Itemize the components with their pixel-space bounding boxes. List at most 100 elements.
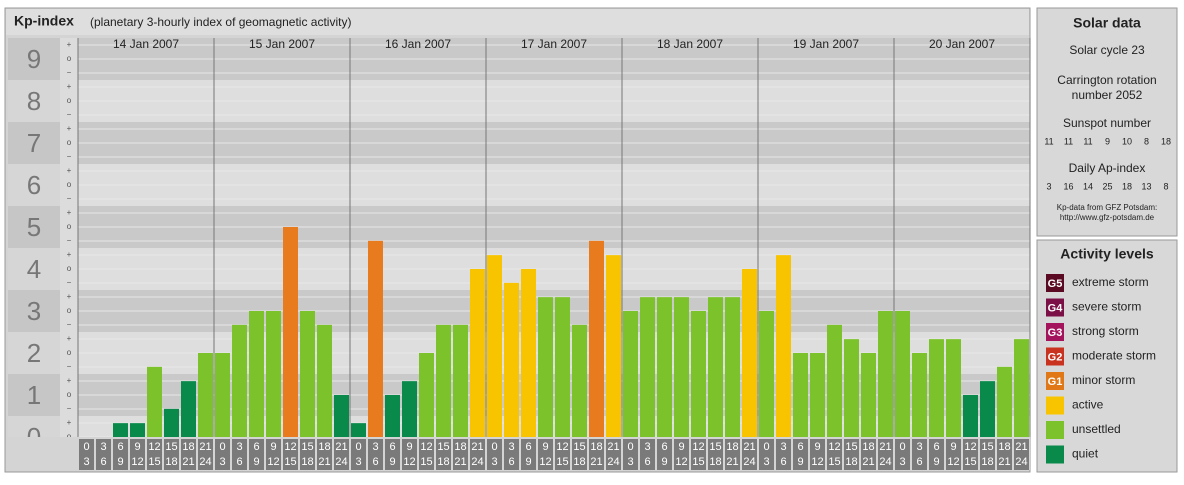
- hour-box: [589, 439, 604, 470]
- legend-swatch: [1046, 396, 1064, 415]
- hour-box: [351, 439, 366, 470]
- hour-end: 24: [335, 456, 347, 468]
- hour-end: 3: [763, 456, 769, 468]
- hour-end: 12: [539, 456, 551, 468]
- y-tick-label: 2: [27, 338, 41, 368]
- hour-box: [776, 439, 791, 470]
- y-tick-label: 9: [27, 44, 41, 74]
- minor-tick-label: +: [67, 376, 72, 385]
- label-band: [8, 332, 60, 374]
- hour-start: 15: [301, 441, 313, 453]
- bar: [113, 423, 128, 437]
- hour-start: 21: [471, 441, 483, 453]
- legend-code: G1: [1048, 376, 1063, 388]
- hour-start: 6: [253, 441, 259, 453]
- legend-code: G4: [1048, 302, 1064, 314]
- minor-tick-label: o: [67, 306, 72, 315]
- hour-start: 9: [542, 441, 548, 453]
- band: [78, 416, 1030, 437]
- y-tick-label: 3: [27, 296, 41, 326]
- hour-start: 15: [845, 441, 857, 453]
- hour-end: 21: [182, 456, 194, 468]
- legend-swatch: [1046, 298, 1064, 317]
- bar: [198, 353, 213, 437]
- bar: [708, 297, 723, 437]
- hour-start: 18: [590, 441, 602, 453]
- hour-end: 15: [828, 456, 840, 468]
- bar: [368, 240, 383, 437]
- bar: [538, 297, 553, 437]
- hour-start: 3: [100, 441, 106, 453]
- y-tick-label: 1: [27, 380, 41, 410]
- minor-tick-label: −: [67, 194, 72, 203]
- bar: [130, 423, 145, 437]
- legend-label: quiet: [1072, 447, 1099, 461]
- bar: [402, 381, 417, 437]
- solar-value: 8: [1144, 136, 1149, 146]
- hour-box: [878, 439, 893, 470]
- bar: [419, 353, 434, 437]
- hour-end: 6: [644, 456, 650, 468]
- bar: [691, 311, 706, 437]
- minor-tick-label: +: [67, 166, 72, 175]
- hour-box: [334, 439, 349, 470]
- hour-end: 18: [845, 456, 857, 468]
- hour-start: 0: [899, 441, 905, 453]
- hour-box: [317, 439, 332, 470]
- hour-end: 3: [83, 456, 89, 468]
- hour-box: [385, 439, 400, 470]
- hour-box: [130, 439, 145, 470]
- hour-box: [793, 439, 808, 470]
- hour-box: [640, 439, 655, 470]
- bar: [980, 381, 995, 437]
- hour-end: 18: [709, 456, 721, 468]
- bar: [810, 353, 825, 437]
- day-label: 14 Jan 2007: [113, 37, 179, 51]
- hour-end: 3: [627, 456, 633, 468]
- minor-tick-label: o: [67, 390, 72, 399]
- hour-box: [691, 439, 706, 470]
- hour-box: [708, 439, 723, 470]
- hour-end: 21: [862, 456, 874, 468]
- minor-tick-label: −: [67, 110, 72, 119]
- hour-box: [470, 439, 485, 470]
- hour-box: [572, 439, 587, 470]
- hour-box: [759, 439, 774, 470]
- hour-end: 6: [916, 456, 922, 468]
- hour-start: 21: [607, 441, 619, 453]
- bar: [147, 366, 162, 437]
- hour-end: 18: [165, 456, 177, 468]
- hour-start: 21: [199, 441, 211, 453]
- hour-start: 21: [335, 441, 347, 453]
- hour-end: 6: [508, 456, 514, 468]
- hour-box: [96, 439, 111, 470]
- hour-box: [725, 439, 740, 470]
- bar: [181, 381, 196, 437]
- minor-band: [60, 332, 78, 374]
- minor-tick-label: −: [67, 320, 72, 329]
- minor-tick-label: o: [67, 138, 72, 147]
- hour-start: 15: [437, 441, 449, 453]
- label-band: [8, 248, 60, 290]
- hour-end: 6: [372, 456, 378, 468]
- hour-start: 18: [182, 441, 194, 453]
- minor-tick-label: o: [67, 180, 72, 189]
- label-band: [8, 416, 60, 437]
- hour-box: [963, 439, 978, 470]
- hour-start: 18: [862, 441, 874, 453]
- hour-box: [810, 439, 825, 470]
- hour-end: 18: [981, 456, 993, 468]
- minor-band: [60, 38, 78, 80]
- hour-end: 21: [998, 456, 1010, 468]
- hour-box: [946, 439, 961, 470]
- hour-box: [538, 439, 553, 470]
- bar: [453, 324, 468, 437]
- y-tick-label: 5: [27, 212, 41, 242]
- legend-swatch: [1046, 347, 1064, 366]
- solar-value: 11: [1083, 136, 1092, 146]
- hour-box: [79, 439, 94, 470]
- title-bar: [6, 9, 1029, 35]
- hour-end: 15: [964, 456, 976, 468]
- hour-start: 15: [981, 441, 993, 453]
